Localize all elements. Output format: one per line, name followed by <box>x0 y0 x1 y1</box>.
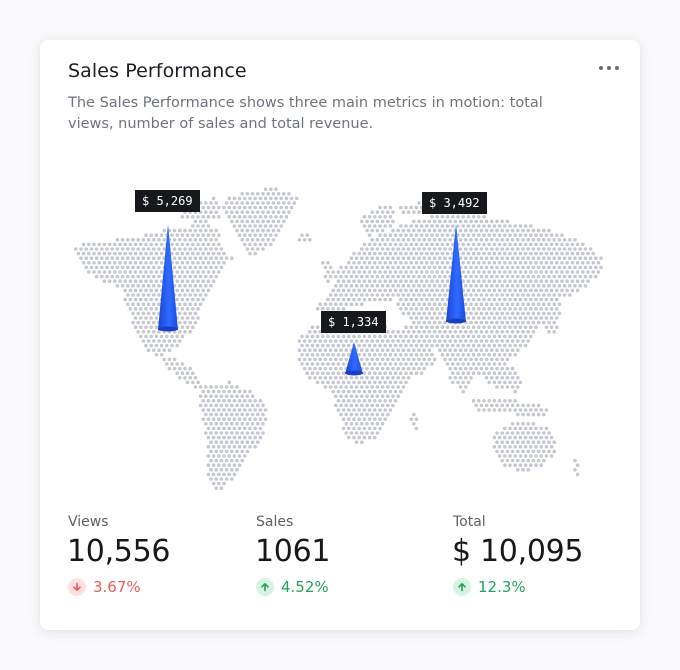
sales-performance-card: Sales Performance The Sales Performance … <box>40 40 640 630</box>
world-map: $ 5,269 $ 3,492 $ 1,334 <box>40 140 640 500</box>
marker-label-north-america: $ 5,269 <box>135 190 200 212</box>
arrow-down-icon <box>68 578 86 596</box>
metric-change-value-total: 12.3% <box>478 578 526 596</box>
marker-cone-north-america[interactable] <box>158 224 178 332</box>
metric-change-total: 12.3% <box>453 578 526 596</box>
arrow-up-icon <box>256 578 274 596</box>
metric-label-total: Total <box>453 514 486 530</box>
metric-label-views: Views <box>68 514 109 530</box>
metric-label-sales: Sales <box>256 514 294 530</box>
metric-value-sales: 1061 <box>255 534 331 569</box>
arrow-up-icon <box>453 578 471 596</box>
metric-change-value-sales: 4.52% <box>281 578 329 596</box>
world-dot-map <box>74 187 603 491</box>
metric-change-value-views: 3.67% <box>93 578 141 596</box>
metric-change-sales: 4.52% <box>256 578 329 596</box>
card-title: Sales Performance <box>68 60 247 82</box>
marker-cone-africa[interactable] <box>345 342 363 376</box>
map-dots <box>74 187 603 491</box>
marker-label-africa: $ 1,334 <box>321 311 386 333</box>
card-description: The Sales Performance shows three main m… <box>68 95 543 132</box>
metric-value-views: 10,556 <box>67 534 171 569</box>
more-options-icon[interactable] <box>598 58 622 78</box>
metric-value-total: $ 10,095 <box>452 534 584 569</box>
marker-cone-asia[interactable] <box>446 224 466 324</box>
metric-change-views: 3.67% <box>68 578 141 596</box>
marker-label-asia: $ 3,492 <box>422 192 487 214</box>
